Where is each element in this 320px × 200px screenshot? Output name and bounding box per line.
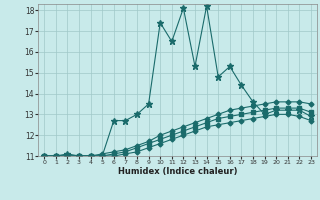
X-axis label: Humidex (Indice chaleur): Humidex (Indice chaleur)	[118, 167, 237, 176]
